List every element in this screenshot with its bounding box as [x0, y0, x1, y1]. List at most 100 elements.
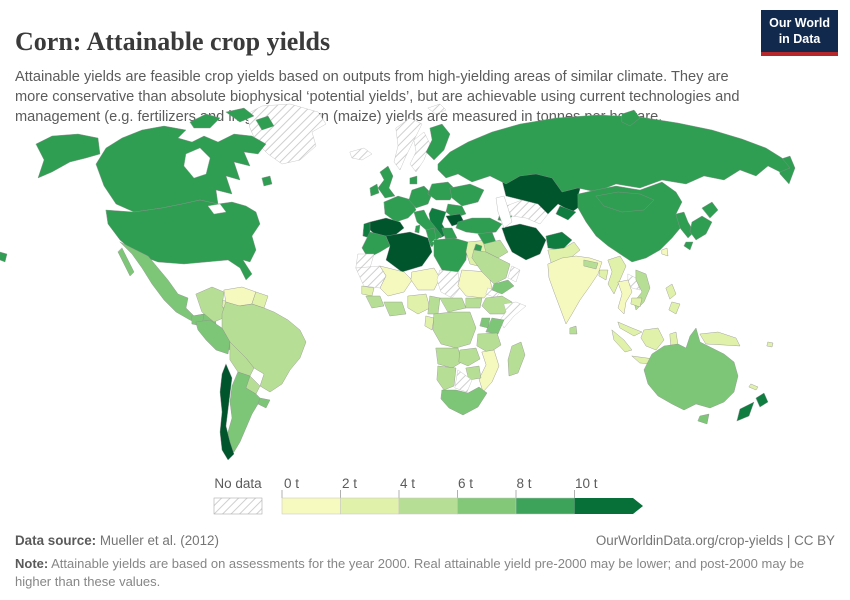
country-taiwan[interactable]: [661, 247, 669, 257]
country-borneo[interactable]: [640, 327, 665, 351]
country-japan-honshu[interactable]: [689, 215, 713, 241]
country-kenya[interactable]: [485, 317, 505, 335]
owid-url-link[interactable]: OurWorldinData.org/crop-yields: [595, 533, 784, 548]
country-india[interactable]: [547, 255, 603, 325]
country-tasmania[interactable]: [697, 413, 710, 425]
country-mongolia[interactable]: [595, 191, 655, 213]
country-tanzania[interactable]: [476, 332, 502, 354]
country-baja[interactable]: [117, 247, 135, 277]
country-south-africa[interactable]: [440, 386, 488, 416]
country-angola[interactable]: [435, 347, 463, 369]
country-novaya-zemlya[interactable]: [621, 109, 641, 127]
country-guinea[interactable]: [365, 295, 385, 309]
country-zimbabwe[interactable]: [465, 365, 482, 381]
country-russia[interactable]: [437, 114, 791, 193]
country-finland[interactable]: [425, 123, 451, 161]
country-canada-islands[interactable]: [189, 113, 221, 129]
country-norway[interactable]: [393, 117, 423, 171]
legend-bin-10-plus-arrow[interactable]: [574, 498, 644, 514]
legend-bin-6-8[interactable]: [457, 497, 517, 515]
country-chile[interactable]: [219, 363, 235, 461]
country-central-african-republic[interactable]: [439, 297, 467, 313]
country-new-zealand-south[interactable]: [736, 401, 755, 422]
country-senegal[interactable]: [361, 285, 375, 297]
country-fiji[interactable]: [766, 341, 774, 348]
country-cameroon[interactable]: [427, 295, 441, 315]
country-iceland[interactable]: [349, 147, 373, 161]
country-australia[interactable]: [643, 327, 739, 411]
country-nepal[interactable]: [583, 259, 599, 270]
country-namibia[interactable]: [436, 365, 457, 391]
country-mozambique[interactable]: [478, 349, 500, 393]
country-western-sahara[interactable]: [355, 253, 375, 269]
country-poland[interactable]: [427, 181, 457, 201]
country-bangladesh[interactable]: [598, 269, 609, 281]
map-edge-fragment[interactable]: [0, 251, 8, 263]
country-new-guinea[interactable]: [699, 331, 741, 347]
country-sweden[interactable]: [409, 131, 431, 173]
country-philippines-luzon[interactable]: [665, 283, 677, 300]
country-new-caledonia[interactable]: [748, 383, 759, 391]
country-spain[interactable]: [369, 217, 405, 239]
country-madagascar[interactable]: [507, 341, 526, 377]
country-iran[interactable]: [501, 223, 547, 261]
owid-logo[interactable]: Our World in Data: [761, 10, 838, 56]
country-uk[interactable]: [377, 165, 396, 199]
country-philippines-mindanao[interactable]: [668, 301, 681, 315]
legend-bin-2-4[interactable]: [340, 497, 400, 515]
country-new-zealand-north[interactable]: [755, 392, 769, 408]
country-afghanistan[interactable]: [545, 231, 573, 251]
country-sardinia[interactable]: [414, 224, 421, 234]
country-mali[interactable]: [379, 265, 413, 297]
country-yemen[interactable]: [491, 279, 515, 295]
country-canada[interactable]: [95, 125, 267, 213]
legend-bin-0-2[interactable]: [281, 497, 341, 515]
country-gabon[interactable]: [424, 315, 435, 331]
legend-bin-4-6[interactable]: [398, 497, 458, 515]
country-sri-lanka[interactable]: [569, 325, 578, 335]
country-myanmar[interactable]: [607, 255, 627, 295]
country-chad[interactable]: [436, 269, 461, 299]
country-turkey[interactable]: [455, 217, 503, 235]
country-canada-islands[interactable]: [255, 115, 275, 131]
country-denmark[interactable]: [409, 175, 418, 185]
country-newfoundland[interactable]: [261, 175, 273, 187]
country-botswana[interactable]: [454, 369, 473, 393]
country-greenland[interactable]: [246, 103, 327, 165]
country-kyrgyzstan[interactable]: [555, 205, 577, 221]
country-argentina[interactable]: [227, 371, 261, 453]
country-canada-islands[interactable]: [225, 107, 255, 123]
country-niger[interactable]: [410, 267, 441, 291]
country-peru[interactable]: [195, 319, 231, 355]
country-cambodia[interactable]: [630, 297, 643, 308]
country-ireland[interactable]: [369, 183, 380, 197]
country-somalia[interactable]: [499, 301, 527, 329]
country-japan-hokkaido[interactable]: [701, 201, 719, 219]
country-uruguay[interactable]: [257, 397, 271, 409]
country-ghana[interactable]: [383, 301, 407, 317]
country-germany[interactable]: [408, 185, 433, 209]
country-malaysia[interactable]: [617, 321, 643, 337]
country-iraq[interactable]: [483, 239, 509, 259]
country-oman[interactable]: [507, 265, 521, 283]
country-libya[interactable]: [433, 237, 469, 273]
country-south-sudan[interactable]: [465, 297, 483, 309]
country-svalbard[interactable]: [427, 103, 447, 115]
legend-bin-8-10[interactable]: [515, 497, 575, 515]
country-ukraine[interactable]: [449, 183, 485, 207]
country-thailand[interactable]: [617, 279, 633, 315]
country-ethiopia[interactable]: [481, 295, 513, 315]
country-japan-kyushu[interactable]: [683, 241, 694, 251]
country-drc[interactable]: [432, 311, 477, 349]
country-tunisia[interactable]: [425, 227, 437, 245]
country-algeria[interactable]: [385, 231, 433, 273]
country-nigeria[interactable]: [407, 293, 431, 315]
country-sumatra[interactable]: [611, 329, 633, 353]
country-france[interactable]: [383, 195, 417, 223]
country-greece[interactable]: [441, 227, 458, 241]
country-zambia[interactable]: [458, 347, 481, 367]
country-alaska[interactable]: [35, 133, 101, 179]
country-usa[interactable]: [105, 199, 261, 281]
country-saudi-arabia[interactable]: [471, 249, 511, 285]
legend-nodata-swatch[interactable]: [213, 497, 263, 515]
